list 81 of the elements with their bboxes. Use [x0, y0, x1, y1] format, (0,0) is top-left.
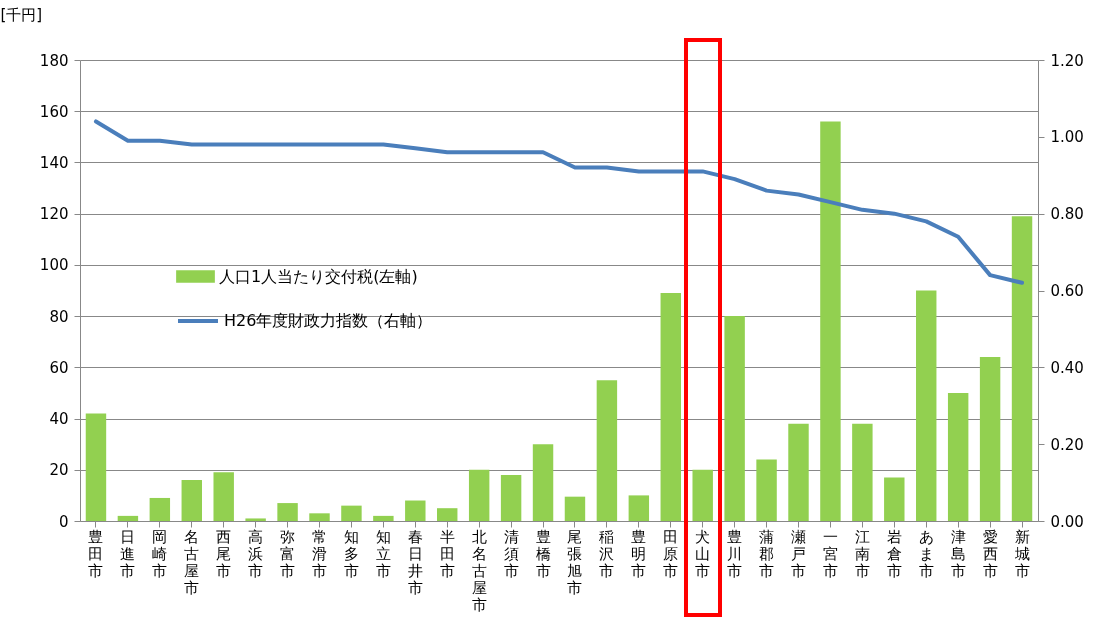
bar: [500, 474, 522, 521]
y-tick-label: 20: [49, 461, 69, 480]
x-tick-label: 犬山市: [695, 527, 711, 580]
y2-tick-label: 0.00: [1050, 512, 1084, 531]
bar: [756, 459, 777, 521]
x-tick-label: 豊明市: [631, 527, 647, 580]
x-tick-label: 知立市: [375, 527, 391, 580]
x-tick-label: 蒲郡市: [759, 527, 775, 580]
bar: [341, 505, 362, 521]
x-tick-label: 瀬戸市: [791, 527, 806, 580]
x-tick-label: 清須市: [503, 527, 519, 580]
y-tick-label: 160: [39, 102, 69, 121]
bar: [277, 503, 298, 521]
y2-tick-label: 0.60: [1050, 282, 1084, 300]
bar: [532, 444, 554, 521]
y-axis-title: [千円]: [0, 5, 43, 24]
bar: [405, 500, 426, 521]
bar: [245, 518, 266, 521]
bar: [149, 497, 171, 521]
bar: [117, 515, 139, 521]
bar: [437, 508, 458, 521]
x-tick-label: あま市: [918, 527, 934, 580]
y2-tick-label: 0.40: [1050, 358, 1084, 377]
y2-tick-label: 0.20: [1050, 435, 1084, 454]
y-tick-label: 60: [49, 358, 69, 377]
y-tick-label: 180: [39, 51, 69, 70]
bar: [660, 293, 681, 521]
x-tick-label: 岩倉市: [886, 527, 902, 580]
bar: [468, 469, 490, 521]
y-tick-label: 40: [49, 410, 69, 429]
x-tick-label: 愛西市: [982, 527, 998, 580]
x-tick-label: 豊川市: [727, 527, 743, 580]
bar: [628, 495, 650, 521]
bar: [947, 392, 969, 521]
bar: [692, 469, 713, 521]
bar: [788, 423, 809, 521]
y2-tick-label: 1.00: [1050, 128, 1084, 147]
x-tick-label: 田原市: [663, 527, 679, 580]
x-tick-label: 春日井市: [407, 527, 423, 597]
x-tick-label: 新城市: [1013, 527, 1030, 580]
bar: [724, 316, 745, 521]
x-tick-label: 津島市: [950, 527, 966, 580]
y-tick-label: 80: [49, 307, 69, 326]
y-tick-label: 0: [58, 512, 69, 531]
bar: [916, 290, 937, 521]
bar: [213, 472, 234, 521]
x-tick-label: 豊田市: [88, 527, 104, 580]
x-tick-label: 西尾市: [216, 527, 232, 580]
bar: [181, 480, 202, 521]
x-tick-label: 北名古屋市: [471, 527, 487, 614]
bar: [1011, 216, 1033, 521]
x-tick-label: 高浜市: [248, 527, 264, 580]
y2-tick-label: 1.20: [1050, 51, 1084, 70]
x-tick-label: 名古屋市: [184, 527, 200, 597]
y-tick-label: 100: [39, 256, 69, 275]
bar: [85, 413, 107, 521]
y-tick-label: 120: [39, 205, 69, 224]
y2-tick-label: 0.80: [1050, 205, 1084, 224]
bar: [564, 496, 586, 521]
bar: [373, 515, 394, 521]
bar: [309, 513, 330, 521]
bar: [852, 423, 873, 521]
x-tick-label: 常滑市: [312, 527, 327, 580]
line-series: [93, 119, 1025, 285]
bar: [596, 380, 618, 521]
x-tick-label: 江南市: [854, 527, 870, 580]
bar: [820, 121, 841, 521]
y-tick-label: 140: [39, 153, 69, 172]
x-tick-label: 一宮市: [822, 527, 838, 580]
bar: [979, 357, 1001, 521]
x-tick-label: 稲沢市: [599, 527, 615, 580]
bar: [884, 477, 905, 521]
x-tick-label: 日進市: [120, 527, 136, 580]
legend-label: H26年度財政力指数（右軸）: [224, 311, 433, 331]
x-tick-label: 尾張旭市: [567, 527, 583, 597]
x-tick-label: 豊橋市: [535, 527, 551, 580]
x-tick-label: 弥富市: [280, 527, 296, 580]
x-tick-label: 岡崎市: [152, 527, 168, 580]
x-tick-label: 知多市: [343, 527, 359, 580]
legend-label: 人口1人当たり交付税(左軸): [219, 266, 418, 286]
x-tick-label: 半田市: [439, 527, 455, 580]
